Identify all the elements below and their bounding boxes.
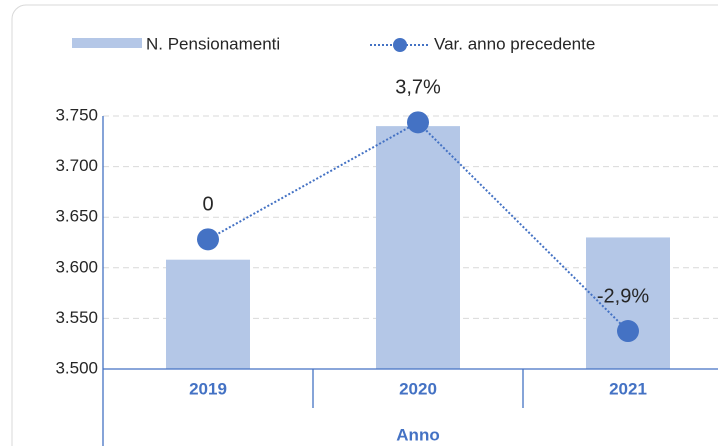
data-label: 0 [202, 194, 213, 216]
data-label: 3,7% [395, 77, 441, 99]
bar [166, 259, 250, 369]
legend-label: Var. anno precedente [434, 34, 595, 53]
bar [376, 126, 460, 370]
x-axis-title: Anno [396, 425, 439, 444]
y-tick-label: 3.500 [55, 358, 98, 377]
x-tick-label: 2020 [399, 379, 437, 398]
y-tick-label: 3.650 [55, 207, 98, 226]
line-marker [407, 111, 429, 134]
data-label: -2,9% [597, 285, 649, 307]
legend-swatch [72, 38, 142, 48]
y-tick-label: 3.600 [55, 257, 98, 276]
line-marker [197, 228, 219, 251]
x-tick-label: 2021 [609, 379, 647, 398]
y-tick-label: 3.550 [55, 308, 98, 327]
line-marker [617, 320, 639, 343]
y-tick-label: 3.750 [55, 105, 98, 124]
legend-marker [393, 38, 407, 52]
legend-label: N. Pensionamenti [146, 34, 280, 53]
y-tick-label: 3.700 [55, 156, 98, 175]
x-tick-label: 2019 [189, 379, 227, 398]
